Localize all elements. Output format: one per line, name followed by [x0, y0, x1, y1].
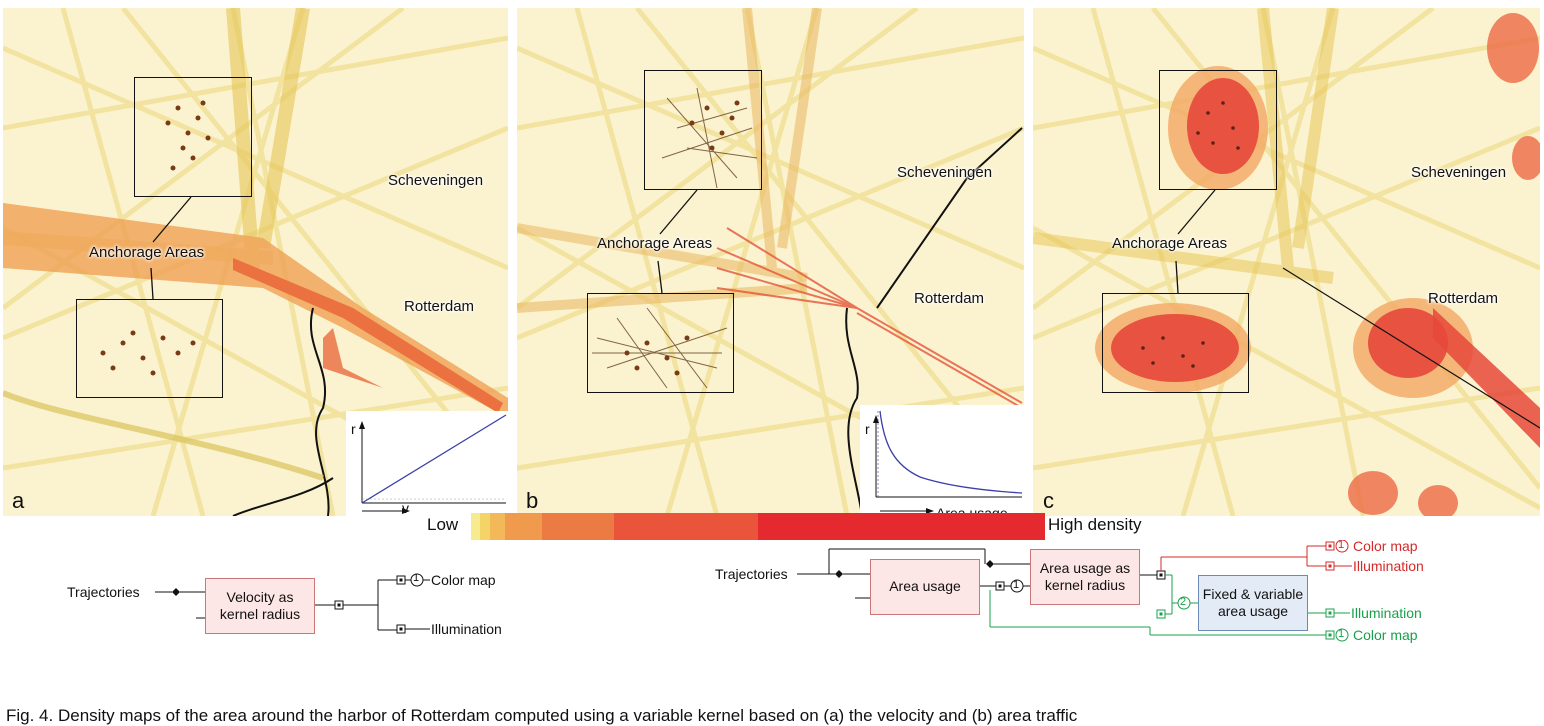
- density-map-a: [3, 8, 508, 516]
- flow-node-area-usage-kernel: Area usage as kernel radius: [1030, 549, 1140, 605]
- flow-node-fixed-variable: Fixed & variable area usage: [1198, 575, 1308, 631]
- panel-c: Scheveningen Anchorage Areas Rotterdam c: [1033, 8, 1540, 516]
- label-rotterdam: Rotterdam: [404, 298, 475, 315]
- panel-letter-c: c: [1043, 488, 1054, 513]
- legend-segment-3: [490, 513, 505, 540]
- flow-right-input: Trajectories: [715, 566, 788, 582]
- flow-right-green-num: 1: [1338, 628, 1345, 640]
- inset-chart-a: [359, 414, 507, 514]
- anchorage-box-lower: [1102, 293, 1249, 393]
- inset-y-label: r: [351, 421, 356, 437]
- inset-chart-b: [873, 410, 1023, 514]
- anchorage-box-upper: [644, 70, 762, 190]
- flow-left-out1: Color map: [431, 572, 496, 588]
- legend-segment-4: [505, 513, 542, 540]
- legend-high-label: High density: [1048, 515, 1142, 534]
- anchorage-box-upper: [134, 77, 252, 197]
- flow-left-out2: Illumination: [431, 621, 502, 637]
- label-scheveningen: Scheveningen: [1411, 164, 1507, 181]
- flow-right-red-out1: Color map: [1353, 538, 1418, 554]
- flow-right-red-num: 1: [1338, 539, 1345, 551]
- velocity-inset-plot: r v: [346, 411, 508, 516]
- inset-y-label: r: [865, 421, 870, 437]
- legend-segment-5: [542, 513, 614, 540]
- flow-node-area-usage-kernel-label: Area usage as kernel radius: [1039, 559, 1131, 594]
- panel-a: Scheveningen Anchorage Areas Rotterdam r…: [3, 8, 508, 516]
- figure-caption: Fig. 4. Density maps of the area around …: [6, 706, 1078, 725]
- flow-right-num2: 2: [1180, 596, 1187, 608]
- flow-node-fixed-variable-label: Fixed & variable area usage: [1202, 585, 1304, 620]
- panel-b: Scheveningen Anchorage Areas Rotterdam r…: [517, 8, 1024, 516]
- label-anchorage-areas: Anchorage Areas: [89, 244, 205, 261]
- flow-node-velocity-kernel: Velocity as kernel radius: [205, 578, 315, 634]
- legend-segment-1: [471, 513, 480, 540]
- flow-node-velocity-kernel-label: Velocity as kernel radius: [219, 588, 301, 623]
- density-map-c: [1033, 8, 1540, 516]
- panel-letter-a: a: [12, 488, 25, 513]
- label-rotterdam: Rotterdam: [914, 290, 985, 307]
- anchorage-box-lower: [76, 299, 223, 398]
- legend-segment-6: [614, 513, 758, 540]
- flow-right-num1: 1: [1013, 579, 1020, 591]
- label-anchorage-areas: Anchorage Areas: [1112, 235, 1228, 252]
- flow-left-out1-num: 1: [413, 572, 420, 584]
- label-scheveningen: Scheveningen: [388, 172, 484, 189]
- flow-right-green-out1: Illumination: [1351, 605, 1422, 621]
- area-usage-inset-plot: r Area usage: [860, 405, 1024, 516]
- flow-diagram-connectors: [155, 540, 1352, 642]
- label-scheveningen: Scheveningen: [897, 164, 993, 181]
- legend-segment-2: [480, 513, 490, 540]
- anchorage-box-lower: [587, 293, 734, 393]
- panel-letter-b: b: [526, 488, 539, 513]
- flow-node-area-usage: Area usage: [870, 559, 980, 615]
- label-anchorage-areas: Anchorage Areas: [597, 235, 713, 252]
- flow-left-input: Trajectories: [67, 584, 140, 600]
- flow-node-area-usage-label: Area usage: [889, 578, 961, 595]
- label-rotterdam: Rotterdam: [1428, 290, 1499, 307]
- flow-right-red-out2: Illumination: [1353, 558, 1424, 574]
- density-legend: Low High density: [0, 513, 1544, 540]
- legend-low-label: Low: [427, 515, 459, 534]
- inset-x-label: Area usage: [936, 505, 1008, 516]
- legend-segment-7: [758, 513, 1045, 540]
- flow-right-green-out2: Color map: [1353, 627, 1418, 643]
- anchorage-box-upper: [1159, 70, 1277, 190]
- inset-x-label: v: [402, 500, 409, 516]
